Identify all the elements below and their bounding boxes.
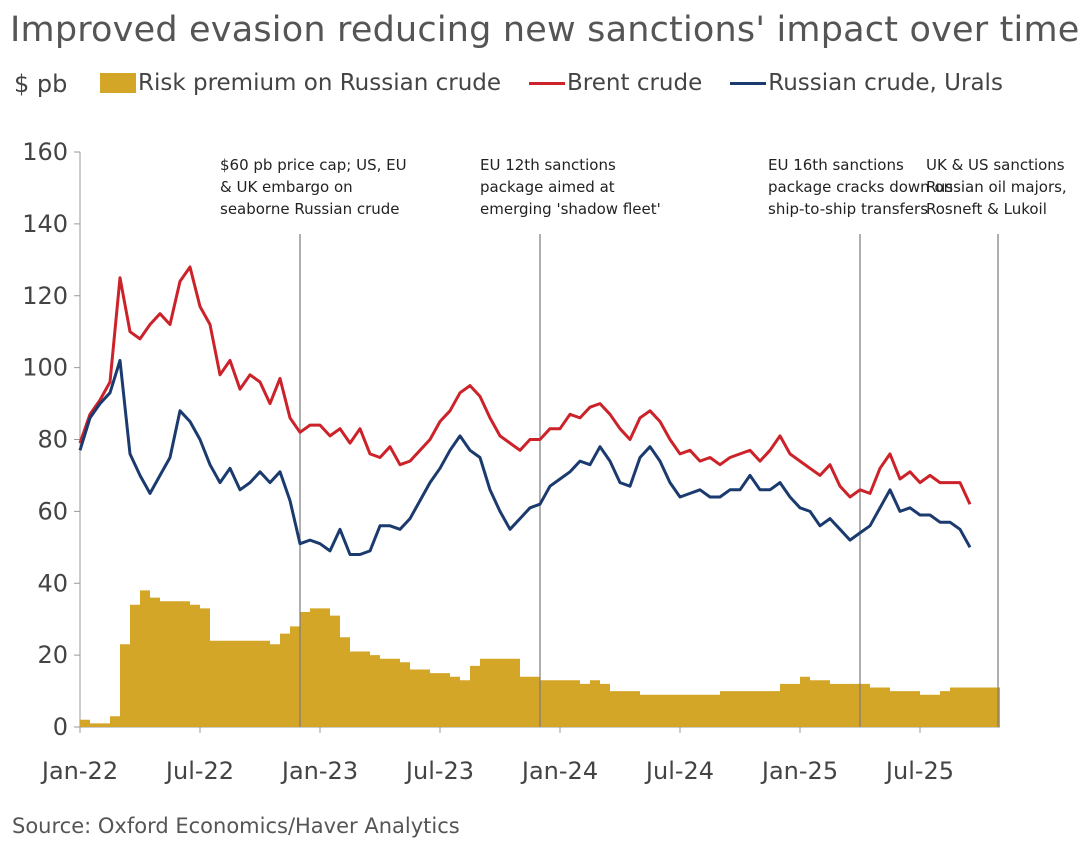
legend-item-urals: Russian crude, Urals (730, 70, 1003, 96)
y-tick-label: 160 (22, 138, 68, 166)
y-tick-label: 80 (37, 426, 68, 454)
legend-swatch-brent (529, 81, 566, 85)
event-annotation-3: ship-to-ship transfers (768, 200, 928, 218)
x-tick-label: Jan-25 (760, 757, 838, 785)
legend-label-risk-premium: Risk premium on Russian crude (138, 70, 502, 96)
event-annotation-3: package cracks down on (768, 178, 953, 196)
event-annotation-4: Russian oil majors, (926, 178, 1067, 196)
chart-title: Improved evasion reducing new sanctions'… (10, 10, 1080, 50)
x-tick-label: Jul-22 (164, 757, 234, 785)
y-tick-label: 140 (22, 210, 68, 238)
series-line-urals (78, 358, 972, 556)
legend-item-risk-premium: Risk premium on Russian crude (100, 70, 501, 96)
chart-canvas: 0 20 40 60 80 100 120 140 160 Jan-22 Jul-22 Jan-23 J… (22, 138, 1067, 785)
event-annotation-1: & UK embargo on (220, 178, 353, 196)
legend-swatch-risk-premium (100, 73, 136, 93)
x-tick-label: Jul-24 (644, 757, 714, 785)
event-annotation-3: EU 16th sanctions (768, 156, 904, 174)
legend-item-brent: Brent crude (529, 70, 702, 96)
event-annotation-4: Rosneft & Lukoil (926, 200, 1047, 218)
x-tick-label: Jul-25 (884, 757, 954, 785)
event-annotation-4: UK & US sanctions (926, 156, 1065, 174)
y-tick-label: 120 (22, 282, 68, 310)
y-tick-label: 20 (37, 641, 68, 669)
y-tick-label: 100 (22, 354, 68, 382)
series-line-brent (78, 265, 972, 505)
series-area-risk-premium (80, 590, 1000, 727)
x-tick-label: Jul-23 (404, 757, 474, 785)
y-tick-label: 40 (37, 569, 68, 597)
y-tick-label: 0 (53, 713, 68, 741)
y-tick-label: 60 (37, 497, 68, 525)
legend-label-brent: Brent crude (567, 70, 703, 96)
legend-label-urals: Russian crude, Urals (768, 70, 1003, 96)
legend-swatch-urals (730, 81, 767, 85)
event-annotation-1: seaborne Russian crude (220, 200, 400, 218)
source-note: Source: Oxford Economics/Haver Analytics (12, 814, 460, 838)
x-tick-label: Jan-22 (40, 757, 118, 785)
legend: Risk premium on Russian crude Brent crud… (100, 70, 1031, 96)
event-annotation-2: package aimed at (480, 178, 615, 196)
event-annotation-2: emerging 'shadow fleet' (480, 200, 661, 218)
x-tick-label: Jan-24 (520, 757, 598, 785)
event-annotation-2: EU 12th sanctions (480, 156, 616, 174)
event-annotation-1: $60 pb price cap; US, EU (220, 156, 407, 174)
y-axis-unit: $ pb (14, 70, 68, 98)
x-tick-label: Jan-23 (280, 757, 358, 785)
